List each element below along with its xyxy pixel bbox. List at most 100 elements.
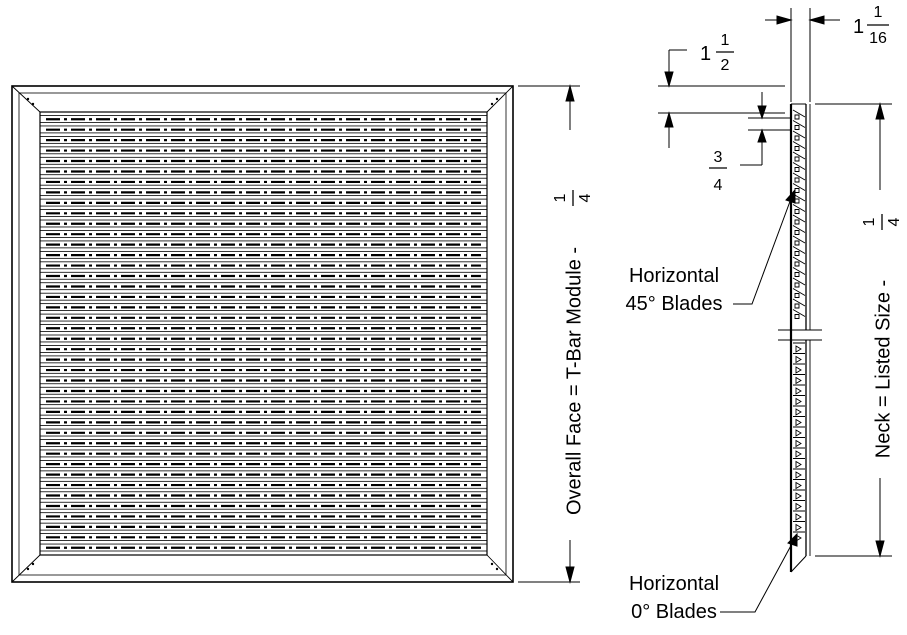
mitre-line: [11, 85, 41, 113]
blade-0-profile: [793, 395, 805, 406]
blade-0-profile: [793, 405, 805, 416]
blade: [39, 449, 488, 458]
blade: [39, 345, 488, 353]
blade-0-profile: [793, 447, 805, 458]
corner-screws: [26, 97, 499, 571]
blade: [39, 386, 488, 395]
blade-45-profile: [792, 277, 806, 288]
blade: [39, 376, 488, 385]
blade-0-profile: [793, 437, 805, 448]
blade-45-profile: [792, 172, 806, 183]
blade: [39, 439, 488, 447]
blade: [39, 146, 488, 155]
neck-dimension: [815, 102, 892, 558]
blade: [39, 198, 488, 207]
blade: [39, 501, 488, 510]
blade: [39, 355, 488, 364]
blade: [39, 136, 488, 144]
depth-denominator: 16: [869, 30, 887, 47]
blade-45-profile: [792, 309, 806, 319]
blade-45-profile: [792, 246, 806, 256]
mitre-line: [11, 554, 41, 583]
pitch-dimension: [740, 92, 790, 166]
blade-45-profile: [792, 141, 806, 151]
callout-45-line2: 45° Blades: [626, 293, 723, 315]
blade-45-profile: [792, 256, 806, 267]
blade-45-profile: [792, 204, 806, 214]
blade: [39, 292, 488, 301]
outer-frame: [11, 85, 514, 583]
blade-45-profile: [792, 225, 806, 235]
blade-45-profile: [792, 130, 806, 141]
neck-label: Neck = Listed Size -: [872, 280, 894, 458]
blade-45-profile: [792, 298, 806, 309]
blade-45-profile: [792, 109, 806, 120]
blade: [39, 324, 488, 332]
front-blades: [39, 115, 488, 552]
blade: [39, 470, 488, 479]
neck-fraction-denominator: 4: [886, 217, 903, 226]
blade-0-profile: [793, 500, 805, 511]
blade: [39, 522, 488, 531]
callout-0-line2: 0° Blades: [631, 601, 717, 623]
blade: [39, 271, 488, 280]
callout-45-line1: Horizontal: [629, 265, 719, 287]
blade: [39, 460, 488, 468]
blade-45-profile: [792, 151, 806, 162]
blade: [39, 428, 488, 437]
blade-0-profile: [793, 489, 805, 500]
blade-0-profile: [793, 363, 805, 374]
blade-0-profile: [793, 510, 805, 521]
callout-45-leader: [733, 188, 796, 305]
front-view: [11, 85, 514, 583]
blade: [39, 491, 488, 500]
blade-0-profile: [793, 521, 805, 532]
blade-45-profile: [792, 162, 806, 172]
blade: [39, 334, 488, 343]
blade: [39, 219, 488, 228]
callout-0-leader: [720, 532, 798, 613]
mitre-line: [486, 554, 514, 583]
overall-face-label-group: Overall Face = T-Bar Module - 1 4: [552, 190, 594, 515]
side-view: [778, 103, 822, 573]
fraction-denominator: 4: [577, 193, 594, 202]
blade: [39, 303, 488, 311]
blade: [39, 209, 488, 217]
side-blades: [792, 109, 806, 542]
blade: [39, 533, 488, 541]
flange-denominator: 2: [721, 57, 730, 74]
blade-0-profile: [793, 479, 805, 490]
blade: [39, 480, 488, 489]
blade: [39, 240, 488, 249]
blade: [39, 282, 488, 291]
frame-inner-edge: [18, 92, 507, 576]
flange-numerator: 1: [721, 32, 730, 49]
overall-face-dimension: [518, 84, 580, 584]
overall-face-label: Overall Face = T-Bar Module -: [563, 247, 585, 515]
mitre-line: [486, 85, 514, 113]
blade-0-profile: [793, 458, 805, 469]
blade-45-profile: [792, 120, 806, 130]
blade: [39, 177, 488, 186]
blade: [39, 188, 488, 197]
blade-0-profile: [793, 353, 805, 364]
flange-whole: 1: [700, 43, 711, 65]
neck-label-group: Neck = Listed Size - 1 4: [861, 214, 903, 458]
blade: [39, 230, 488, 238]
blade-0-profile: [793, 374, 805, 385]
blade-0-profile: [793, 342, 805, 353]
blade: [39, 261, 488, 270]
neck-fraction-numerator: 1: [861, 217, 878, 226]
blade-45-profile: [792, 235, 806, 246]
callout-0-line1: Horizontal: [629, 573, 719, 595]
blade-0-profile: [793, 468, 805, 479]
blade: [39, 156, 488, 165]
blade: [39, 397, 488, 406]
blade: [39, 543, 488, 552]
blade-45-profile: [792, 214, 806, 225]
blade: [39, 365, 488, 374]
blade: [39, 250, 488, 259]
blade: [39, 125, 488, 134]
blade: [39, 313, 488, 322]
blade-0-profile: [793, 426, 805, 437]
